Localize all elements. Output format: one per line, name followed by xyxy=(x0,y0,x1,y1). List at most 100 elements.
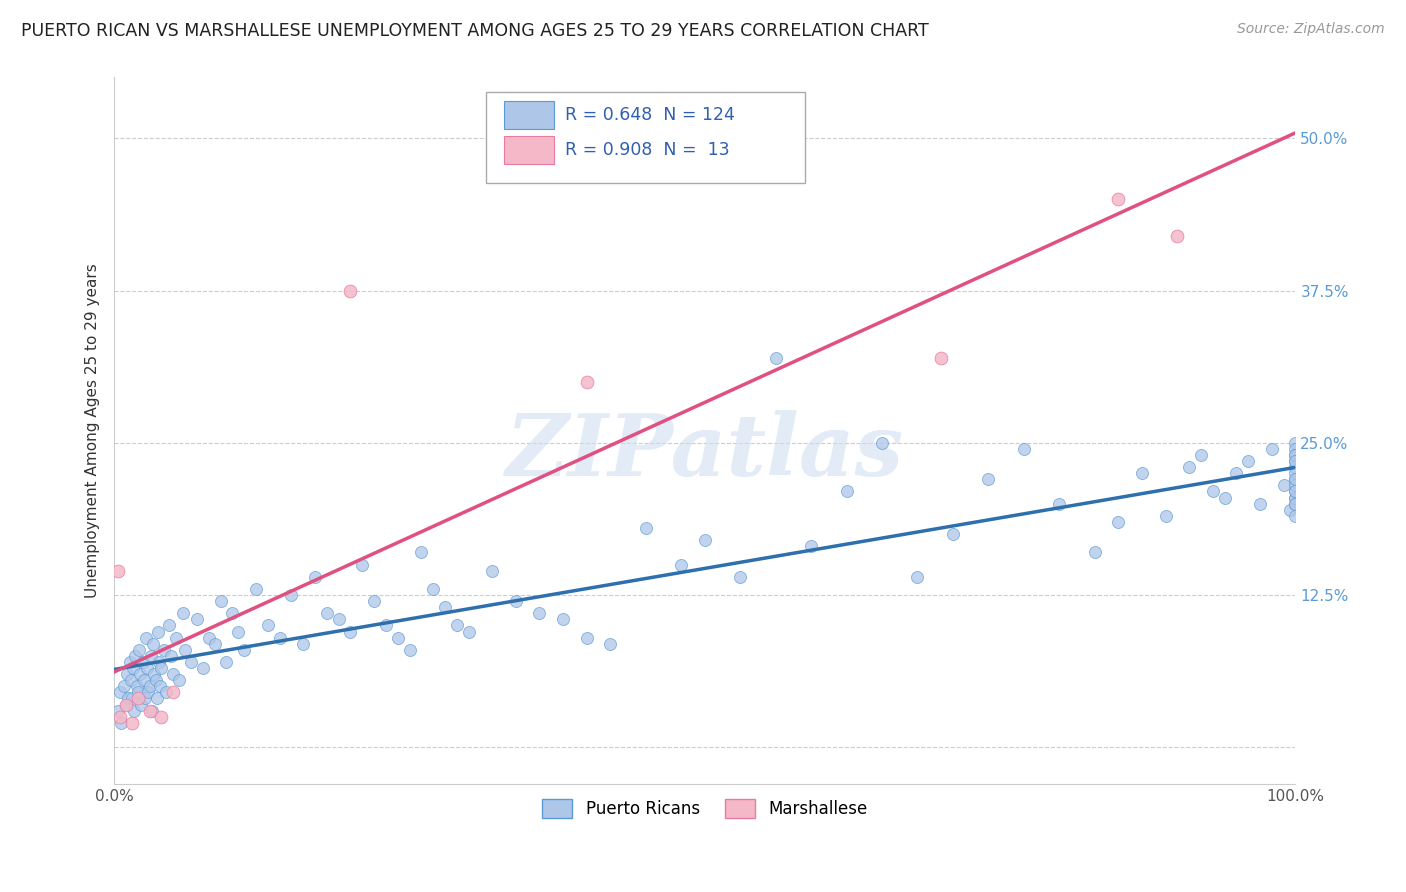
Point xyxy=(481,564,503,578)
Point xyxy=(1047,497,1070,511)
FancyBboxPatch shape xyxy=(486,92,806,184)
Point xyxy=(125,679,148,693)
Point xyxy=(457,624,479,639)
Text: Source: ZipAtlas.com: Source: ZipAtlas.com xyxy=(1237,22,1385,37)
Point xyxy=(1284,497,1306,511)
Point xyxy=(1284,460,1306,475)
Point xyxy=(1178,460,1201,475)
Point xyxy=(226,624,249,639)
Point xyxy=(1284,472,1306,486)
Point xyxy=(112,679,135,693)
Point xyxy=(315,606,337,620)
Point xyxy=(1284,484,1306,499)
Point xyxy=(280,588,302,602)
Point xyxy=(669,558,692,572)
Point xyxy=(139,648,162,663)
Point xyxy=(304,570,326,584)
Point xyxy=(150,710,173,724)
Point xyxy=(693,533,716,548)
Point xyxy=(174,642,197,657)
Point xyxy=(245,582,267,596)
Text: R = 0.648  N = 124: R = 0.648 N = 124 xyxy=(565,106,735,124)
Point xyxy=(115,667,138,681)
Point xyxy=(132,673,155,688)
Point xyxy=(121,691,143,706)
Point xyxy=(1084,545,1107,559)
Point xyxy=(138,685,160,699)
Point xyxy=(1284,508,1306,523)
Point xyxy=(1225,467,1247,481)
Point xyxy=(149,679,172,693)
Point xyxy=(148,655,170,669)
Point xyxy=(1284,484,1306,499)
Point xyxy=(1284,472,1306,486)
Point xyxy=(1213,491,1236,505)
Point xyxy=(599,637,621,651)
Legend: Puerto Ricans, Marshallese: Puerto Ricans, Marshallese xyxy=(536,792,875,825)
Point xyxy=(153,642,176,657)
Point xyxy=(411,545,433,559)
Point xyxy=(118,655,141,669)
Point xyxy=(328,612,350,626)
Point xyxy=(186,612,208,626)
Point xyxy=(122,661,145,675)
Point xyxy=(835,484,858,499)
Point xyxy=(1284,435,1306,450)
Point xyxy=(292,637,315,651)
Point xyxy=(1284,448,1306,462)
Point xyxy=(1284,497,1306,511)
FancyBboxPatch shape xyxy=(503,136,554,164)
Point xyxy=(167,673,190,688)
Point xyxy=(634,521,657,535)
Point xyxy=(131,698,153,712)
Point xyxy=(870,435,893,450)
Point xyxy=(1154,508,1177,523)
Point xyxy=(929,351,952,365)
Point xyxy=(117,691,139,706)
FancyBboxPatch shape xyxy=(503,101,554,128)
Point xyxy=(1284,454,1306,468)
Point xyxy=(575,375,598,389)
Y-axis label: Unemployment Among Ages 25 to 29 years: Unemployment Among Ages 25 to 29 years xyxy=(86,263,100,598)
Point xyxy=(1284,467,1306,481)
Point xyxy=(155,685,177,699)
Point xyxy=(575,631,598,645)
Point xyxy=(352,558,374,572)
Point xyxy=(160,648,183,663)
Point xyxy=(209,594,232,608)
Point xyxy=(215,655,238,669)
Point xyxy=(150,661,173,675)
Point xyxy=(374,618,396,632)
Point xyxy=(1284,448,1306,462)
Point xyxy=(134,691,156,706)
Point xyxy=(1284,454,1306,468)
Point xyxy=(115,698,138,712)
Text: ZIPatlas: ZIPatlas xyxy=(506,410,904,493)
Point xyxy=(127,691,149,706)
Point xyxy=(165,631,187,645)
Point xyxy=(138,679,160,693)
Point xyxy=(110,715,132,730)
Point xyxy=(339,624,361,639)
Point xyxy=(977,472,1000,486)
Point xyxy=(907,570,929,584)
Point xyxy=(363,594,385,608)
Point xyxy=(172,606,194,620)
Point xyxy=(1012,442,1035,456)
Point xyxy=(127,685,149,699)
Point xyxy=(1284,491,1306,505)
Point xyxy=(446,618,468,632)
Point xyxy=(730,570,752,584)
Point xyxy=(120,673,142,688)
Point xyxy=(142,637,165,651)
Point xyxy=(221,606,243,620)
Point xyxy=(128,642,150,657)
Point xyxy=(256,618,278,632)
Point xyxy=(108,685,131,699)
Point xyxy=(505,594,527,608)
Point xyxy=(1107,515,1129,529)
Text: PUERTO RICAN VS MARSHALLESE UNEMPLOYMENT AMONG AGES 25 TO 29 YEARS CORRELATION C: PUERTO RICAN VS MARSHALLESE UNEMPLOYMENT… xyxy=(21,22,929,40)
Point xyxy=(765,351,787,365)
Point xyxy=(433,600,456,615)
Point xyxy=(131,655,153,669)
